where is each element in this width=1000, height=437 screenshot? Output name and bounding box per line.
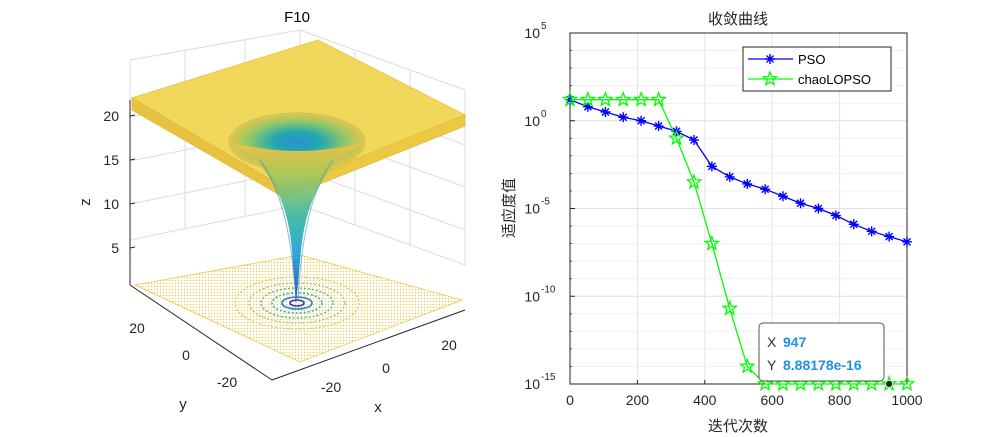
data-point-pso — [813, 203, 824, 214]
data-point-chaolopso — [809, 375, 827, 392]
data-point-pso — [830, 210, 841, 221]
data-point-chaolopso — [650, 90, 668, 107]
data-point-chaolopso — [827, 375, 845, 392]
data-point-pso — [848, 219, 859, 230]
datatip-y-value: 8.88178e-16 — [783, 357, 862, 373]
y-tick-exponent: 5 — [541, 21, 547, 32]
datatip-x-label: X — [767, 334, 777, 350]
surface-title: F10 — [284, 9, 310, 26]
data-point-chaolopso — [756, 375, 774, 392]
x-tick-label: 1000 — [891, 392, 922, 408]
x-tick-label: 400 — [693, 392, 717, 408]
data-point-pso — [582, 101, 593, 112]
y-tick-exponent: -15 — [541, 372, 556, 383]
data-point-pso — [689, 135, 700, 146]
y-tick-label: -20 — [217, 374, 237, 390]
x-tick-label: 600 — [761, 392, 785, 408]
surface-funnel — [229, 142, 365, 305]
z-axis-label: z — [77, 198, 94, 206]
data-point-pso — [884, 231, 895, 242]
legend-chaolopso-marker — [761, 70, 779, 87]
datatip-marker[interactable] — [885, 379, 894, 388]
surface-plot: F10 20 15 10 5 z 20 0 -20 y -20 0 20 x — [77, 9, 467, 416]
y-tick-label: 0 — [182, 347, 190, 363]
x-tick-label: 0 — [566, 392, 574, 408]
data-point-pso — [706, 161, 717, 172]
data-point-pso — [866, 226, 877, 237]
data-point-chaolopso — [898, 375, 916, 392]
data-point-chaolopso — [632, 90, 650, 107]
y-tick-exponent: 0 — [541, 109, 547, 120]
data-point-pso — [742, 178, 753, 189]
data-point-chaolopso — [845, 375, 863, 392]
datatip-x-value: 947 — [783, 334, 807, 350]
convergence-y-label: 适应度值 — [500, 178, 518, 238]
x-tick-label: 200 — [626, 392, 650, 408]
data-point-chaolopso — [685, 173, 703, 190]
z-tick-label: 20 — [103, 108, 119, 124]
data-point-pso — [795, 198, 806, 209]
data-point-chaolopso — [561, 90, 579, 107]
convergence-x-label: 迭代次数 — [708, 417, 768, 435]
z-tick-label: 5 — [111, 240, 119, 256]
z-tick-label: 10 — [103, 196, 119, 212]
y-tick-label: 10 — [524, 376, 540, 392]
datatip[interactable]: X 947 Y 8.88178e-16 — [758, 322, 894, 388]
x-tick-label: 0 — [382, 360, 390, 376]
x-tick-label: 20 — [441, 337, 457, 353]
y-tick-label: 10 — [524, 201, 540, 217]
datatip-y-label: Y — [767, 357, 777, 373]
data-point-pso — [653, 121, 664, 132]
legend-pso-label: PSO — [798, 52, 825, 67]
y-tick-label: 10 — [524, 25, 540, 41]
y-tick-label: 20 — [129, 320, 145, 336]
surface-axes — [129, 100, 466, 381]
contour-rings — [234, 276, 360, 330]
data-point-chaolopso — [579, 90, 597, 107]
x-axis-label-3d: x — [374, 399, 382, 416]
y-tick-label: 10 — [524, 288, 540, 304]
data-point-pso — [777, 191, 788, 202]
data-point-pso — [600, 106, 611, 117]
legend[interactable]: PSO chaoLOPSO — [742, 46, 892, 92]
data-point-chaolopso — [863, 375, 881, 392]
y-axis-label-3d: y — [179, 396, 187, 413]
x-tick-label: -20 — [321, 379, 341, 395]
series-layer — [561, 90, 916, 392]
data-point-chaolopso — [774, 375, 792, 392]
data-point-chaolopso — [614, 90, 632, 107]
data-point-chaolopso — [668, 129, 685, 146]
data-point-pso — [760, 184, 771, 195]
convergence-title: 收敛曲线 — [708, 10, 768, 28]
legend-chaolopso-label: chaoLOPSO — [798, 72, 871, 87]
data-point-pso — [902, 236, 912, 247]
y-tick-label: 10 — [524, 113, 540, 129]
data-point-chaolopso — [792, 375, 809, 392]
x-tick-label: 800 — [828, 392, 852, 408]
legend-pso-marker — [765, 54, 775, 64]
y-tick-exponent: -10 — [541, 284, 556, 295]
data-point-pso — [636, 115, 647, 126]
data-point-chaolopso — [703, 234, 721, 251]
data-point-chaolopso — [738, 357, 756, 374]
z-tick-label: 15 — [103, 152, 119, 168]
datatip-box — [758, 322, 885, 382]
data-point-pso — [724, 171, 735, 182]
y-tick-exponent: -5 — [541, 197, 550, 208]
data-point-chaolopso — [721, 299, 739, 316]
data-point-pso — [618, 112, 629, 123]
data-point-chaolopso — [596, 90, 614, 107]
